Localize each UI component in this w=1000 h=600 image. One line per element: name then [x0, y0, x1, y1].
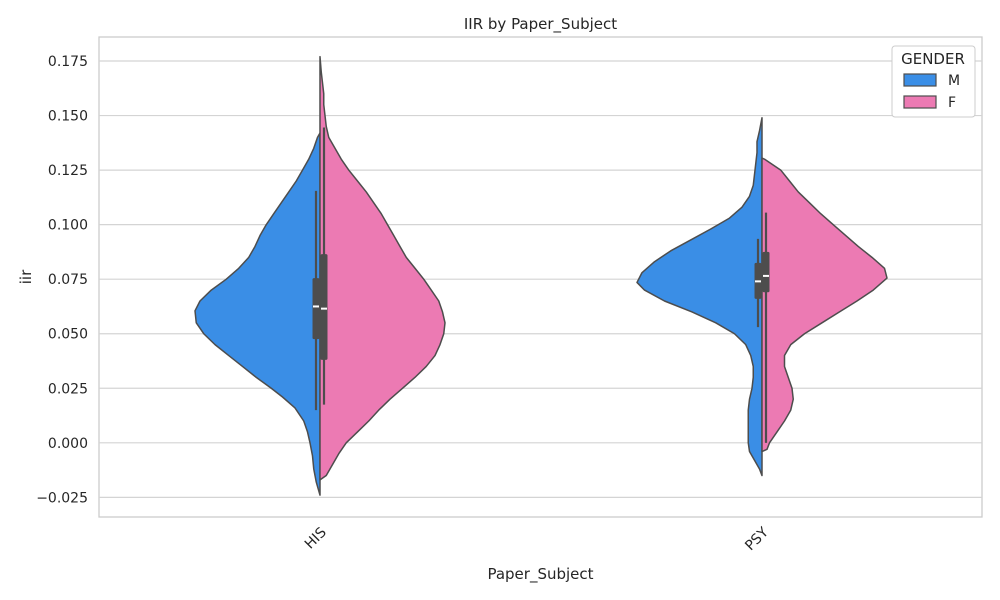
iqr-box-f-his	[320, 254, 328, 360]
legend: GENDER M F	[891, 45, 976, 118]
grid-lines	[99, 60, 982, 498]
y-tick-label: −0.025	[36, 490, 88, 506]
x-axis-ticks: HIS PSY	[302, 524, 772, 554]
x-tick-label: PSY	[742, 524, 772, 554]
y-tick-label: 0.100	[48, 218, 88, 234]
y-tick-label: 0.050	[48, 327, 88, 343]
y-tick-label: 0.175	[48, 54, 88, 70]
violins	[194, 55, 888, 496]
y-tick-label: 0.000	[48, 436, 88, 452]
x-tick-label: HIS	[302, 524, 330, 552]
iqr-box-f-psy	[762, 251, 770, 293]
legend-label-m: M	[948, 73, 960, 89]
x-axis-title: Paper_Subject	[487, 565, 593, 584]
violin-m-his	[194, 132, 321, 496]
y-axis-title: iir	[17, 269, 35, 284]
y-tick-label: 0.125	[48, 163, 88, 179]
legend-swatch-f	[903, 95, 937, 109]
y-tick-label: 0.075	[48, 272, 88, 288]
legend-swatch-m	[903, 73, 937, 87]
legend-title: GENDER	[901, 50, 965, 68]
chart-title: IIR by Paper_Subject	[464, 15, 617, 34]
y-tick-label: 0.150	[48, 109, 88, 125]
violin-f-psy	[761, 157, 888, 453]
y-tick-label: 0.025	[48, 381, 88, 397]
y-axis-ticks: −0.025 0.000 0.025 0.050 0.075 0.100 0.125 0.15…	[36, 54, 88, 506]
violin-m-psy	[636, 116, 763, 477]
legend-label-f: F	[948, 95, 956, 111]
iqr-box-m-his	[312, 278, 320, 340]
violin-f-his	[319, 55, 446, 481]
